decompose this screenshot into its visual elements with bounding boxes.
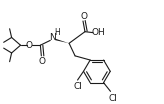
Text: N: N: [49, 33, 56, 42]
Text: O: O: [39, 57, 46, 66]
Text: Cl: Cl: [73, 82, 82, 91]
Text: Cl: Cl: [108, 94, 117, 103]
Text: OH: OH: [92, 28, 106, 37]
Text: O: O: [81, 12, 87, 21]
Text: O: O: [26, 41, 33, 50]
Polygon shape: [55, 39, 69, 43]
Text: H: H: [54, 28, 60, 37]
